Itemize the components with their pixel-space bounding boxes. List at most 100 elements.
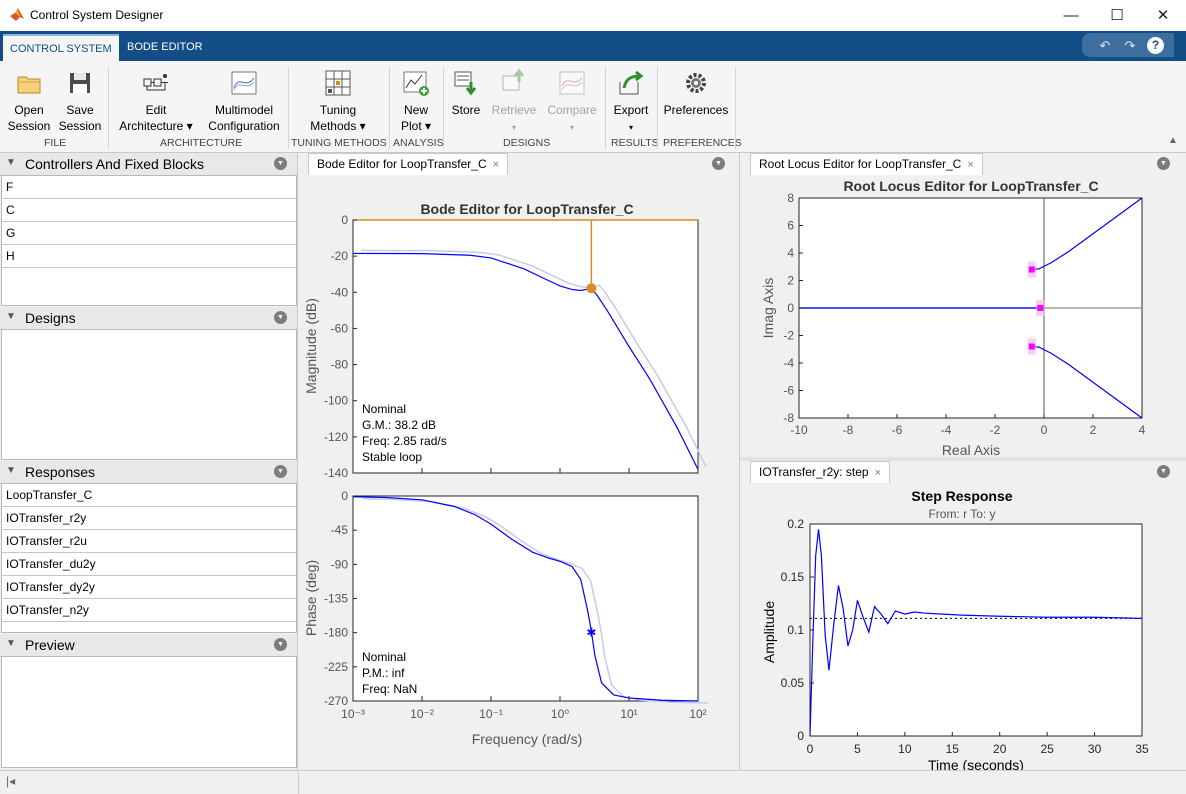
collapse-triangle-icon[interactable]: ▼	[6, 638, 16, 649]
multimodel-configuration-button[interactable]: Multimodel Configuration	[204, 61, 284, 134]
close-tab-icon[interactable]: ×	[492, 159, 500, 171]
gm-annotation-line: Nominal	[362, 402, 406, 416]
list-item[interactable]: G	[2, 222, 296, 245]
magnitude-axes[interactable]	[352, 219, 699, 474]
close-window-button[interactable]: ✕	[1156, 7, 1170, 24]
close-tab-icon[interactable]: ×	[967, 159, 974, 171]
preview-panel-header[interactable]: ▼ Preview ▼	[0, 634, 297, 657]
responses-panel-header[interactable]: ▼ Responses ▼	[0, 461, 297, 484]
step-response-plot[interactable]: Step Response From: r To: y 0.2 0.15 0.1 0.…	[740, 484, 1186, 770]
list-item[interactable]: C	[2, 199, 296, 222]
lower-locus-branch[interactable]	[1031, 345, 1143, 419]
group-label-preferences: PREFERENCES	[663, 137, 742, 149]
y-tick-label: -90	[331, 557, 349, 571]
help-icon[interactable]: ?	[1147, 37, 1164, 54]
step-subtitle: From: r To: y	[928, 507, 995, 521]
closed-loop-pole-marker[interactable]	[1028, 266, 1035, 273]
x-tick-label: -6	[892, 423, 903, 437]
export-button[interactable]: Export ▾	[610, 61, 652, 136]
y-tick-label: 6	[787, 219, 794, 233]
real-axis-label: Real Axis	[942, 442, 1000, 457]
gm-annotation-line: Freq: 2.85 rad/s	[362, 434, 447, 448]
collapse-triangle-icon[interactable]: ▼	[6, 465, 16, 476]
pm-annotation-line: P.M.: inf	[362, 666, 405, 680]
controllers-panel-header[interactable]: ▼ Controllers And Fixed Blocks ▼	[0, 153, 297, 176]
bode-plot[interactable]: Bode Editor for LoopTransfer_C ✱ 0 -20 -40…	[299, 176, 739, 770]
close-tab-icon[interactable]: ×	[874, 467, 882, 479]
y-tick-label: -8	[783, 411, 794, 425]
list-item[interactable]: LoopTransfer_C	[2, 484, 296, 507]
list-item[interactable]: IOTransfer_du2y	[2, 553, 296, 576]
list-item[interactable]: H	[2, 245, 296, 268]
edit-architecture-button[interactable]: Edit Architecture ▾	[113, 61, 199, 134]
list-item[interactable]: IOTransfer_r2y	[2, 507, 296, 530]
tuning-methods-button[interactable]: Tuning Methods ▾	[300, 61, 376, 134]
doc-options-icon[interactable]: ▼	[1157, 157, 1170, 170]
designs-panel-header[interactable]: ▼ Designs ▼	[0, 307, 297, 330]
upper-locus-branch[interactable]	[1031, 197, 1143, 271]
tab-control-system[interactable]: CONTROL SYSTEM	[3, 34, 119, 61]
doc-options-icon[interactable]: ▼	[1157, 465, 1170, 478]
y-tick-label: 2	[787, 274, 794, 288]
minimize-button[interactable]: —	[1063, 7, 1079, 24]
step-axes[interactable]	[809, 523, 1143, 737]
panel-options-icon[interactable]: ▼	[274, 311, 287, 324]
list-item[interactable]: IOTransfer_n2y	[2, 599, 296, 622]
undo-icon[interactable]: ↶	[1099, 38, 1111, 53]
new-plot-button[interactable]: New Plot ▾	[394, 61, 438, 134]
retrieve-button[interactable]: Retrieve ▾	[489, 61, 539, 136]
doc-tab-bode-editor[interactable]: Bode Editor for LoopTransfer_C ×	[308, 153, 509, 175]
magnitude-trace[interactable]	[352, 252, 699, 470]
x-tick-label: 2	[1090, 423, 1097, 437]
closed-loop-pole-marker[interactable]	[1028, 343, 1035, 350]
root-locus-plot[interactable]: Root Locus Editor for LoopTransfer_C 8 6 4…	[740, 176, 1186, 457]
x-tick-label: 30	[1088, 742, 1102, 756]
window-title: Control System Designer	[30, 8, 164, 22]
panel-options-icon[interactable]: ▼	[274, 465, 287, 478]
closed-loop-pole-marker[interactable]	[1037, 305, 1044, 311]
toolstrip-tabbar: CONTROL SYSTEM BODE EDITOR	[0, 31, 1186, 61]
x-tick-label: -8	[843, 423, 854, 437]
save-session-button[interactable]: Save Session	[57, 61, 103, 134]
doc-tab-root-locus-editor[interactable]: Root Locus Editor for LoopTransfer_C ×	[750, 153, 983, 175]
pm-annotation-line: Nominal	[362, 650, 406, 664]
x-tick-label: 10⁻¹	[479, 707, 503, 721]
group-label-analysis: ANALYSIS	[393, 137, 444, 149]
folder-open-icon	[17, 76, 41, 94]
x-tick-label: 20	[993, 742, 1007, 756]
collapse-triangle-icon[interactable]: ▼	[6, 157, 16, 168]
y-tick-label: -2	[783, 329, 794, 343]
list-item[interactable]: IOTransfer_dy2y	[2, 576, 296, 599]
list-item[interactable]: F	[2, 176, 296, 199]
group-label-tuning: TUNING METHODS	[291, 137, 387, 149]
group-label-architecture: ARCHITECTURE	[160, 137, 243, 149]
x-tick-label: -4	[941, 423, 952, 437]
tab-bode-editor[interactable]: BODE EDITOR	[127, 41, 203, 53]
scroll-left-icon[interactable]: |◂	[6, 774, 16, 788]
maximize-button[interactable]: ☐	[1110, 7, 1124, 24]
panel-options-icon[interactable]: ▼	[274, 638, 287, 651]
list-item[interactable]: IOTransfer_r2u	[2, 530, 296, 553]
compare-button[interactable]: Compare ▾	[544, 61, 600, 136]
doc-tab-step-response[interactable]: IOTransfer_r2y: step ×	[750, 461, 891, 483]
x-tick-label: 10⁰	[551, 707, 569, 721]
step-response-trace[interactable]	[809, 529, 1143, 737]
x-tick-label: 0	[1041, 423, 1048, 437]
redo-icon[interactable]: ↷	[1124, 38, 1136, 53]
x-tick-label: 35	[1135, 742, 1149, 756]
panel-options-icon[interactable]: ▼	[274, 157, 287, 170]
store-button[interactable]: Store	[448, 61, 484, 118]
gain-margin-marker[interactable]	[586, 283, 597, 294]
x-tick-label: 4	[1139, 423, 1146, 437]
phase-axes[interactable]	[352, 495, 699, 702]
matlab-logo-icon	[10, 8, 24, 21]
open-session-button[interactable]: Open Session	[6, 61, 52, 134]
doc-options-icon[interactable]: ▼	[712, 157, 725, 170]
phase-crossover-marker[interactable]: ✱	[586, 626, 596, 640]
collapse-ribbon-icon[interactable]: ▲	[1168, 135, 1178, 146]
y-tick-label: -140	[324, 466, 348, 480]
y-tick-label: -80	[331, 358, 349, 372]
phase-trace[interactable]	[352, 496, 699, 702]
collapse-triangle-icon[interactable]: ▼	[6, 311, 16, 322]
preferences-button[interactable]: Preferences	[662, 61, 730, 118]
